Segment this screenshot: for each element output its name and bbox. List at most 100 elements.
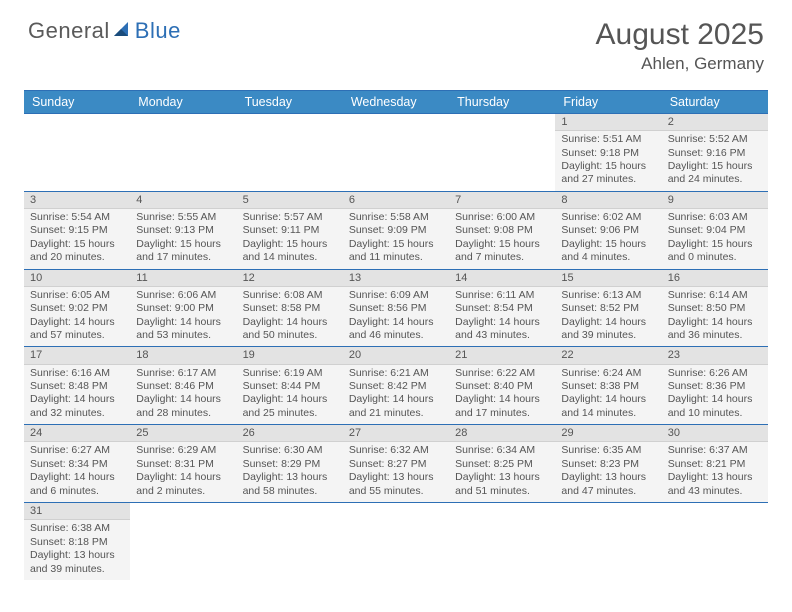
- calendar-week-row: 17Sunrise: 6:16 AMSunset: 8:48 PMDayligh…: [24, 347, 768, 425]
- calendar-cell: 1Sunrise: 5:51 AMSunset: 9:18 PMDaylight…: [555, 114, 661, 191]
- calendar-cell: 9Sunrise: 6:03 AMSunset: 9:04 PMDaylight…: [662, 192, 768, 269]
- calendar-cell: 18Sunrise: 6:17 AMSunset: 8:46 PMDayligh…: [130, 347, 236, 424]
- sunset-text: Sunset: 8:48 PM: [30, 380, 124, 393]
- day-details: Sunrise: 6:27 AMSunset: 8:34 PMDaylight:…: [24, 442, 130, 502]
- brand-part1: General: [28, 18, 110, 44]
- sunset-text: Sunset: 8:21 PM: [668, 458, 762, 471]
- daylight-text: Daylight: 14 hours and 46 minutes.: [349, 316, 443, 343]
- weekday-header: Tuesday: [237, 91, 343, 113]
- calendar-cell-blank: [237, 503, 343, 580]
- sunrise-text: Sunrise: 6:32 AM: [349, 444, 443, 457]
- sunset-text: Sunset: 8:27 PM: [349, 458, 443, 471]
- day-details: Sunrise: 5:51 AMSunset: 9:18 PMDaylight:…: [555, 131, 661, 191]
- weekday-header: Thursday: [449, 91, 555, 113]
- day-details: Sunrise: 6:24 AMSunset: 8:38 PMDaylight:…: [555, 365, 661, 425]
- sunrise-text: Sunrise: 6:22 AM: [455, 367, 549, 380]
- daylight-text: Daylight: 14 hours and 57 minutes.: [30, 316, 124, 343]
- weekday-header-row: SundayMondayTuesdayWednesdayThursdayFrid…: [24, 91, 768, 114]
- day-details: Sunrise: 6:19 AMSunset: 8:44 PMDaylight:…: [237, 365, 343, 425]
- calendar-cell-blank: [449, 114, 555, 191]
- calendar-cell-blank: [449, 503, 555, 580]
- day-number: 16: [662, 270, 768, 287]
- day-number: 26: [237, 425, 343, 442]
- day-number: 20: [343, 347, 449, 364]
- calendar-cell-blank: [130, 503, 236, 580]
- calendar-cell: 11Sunrise: 6:06 AMSunset: 9:00 PMDayligh…: [130, 270, 236, 347]
- daylight-text: Daylight: 15 hours and 0 minutes.: [668, 238, 762, 265]
- calendar-cell: 26Sunrise: 6:30 AMSunset: 8:29 PMDayligh…: [237, 425, 343, 502]
- daylight-text: Daylight: 14 hours and 28 minutes.: [136, 393, 230, 420]
- brand-part2: Blue: [135, 18, 181, 44]
- day-number: 27: [343, 425, 449, 442]
- calendar-cell-blank: [555, 503, 661, 580]
- sunrise-text: Sunrise: 5:55 AM: [136, 211, 230, 224]
- calendar-cell-blank: [343, 114, 449, 191]
- calendar-week-row: 31Sunrise: 6:38 AMSunset: 8:18 PMDayligh…: [24, 503, 768, 580]
- calendar-cell: 27 Sunrise: 6:32 AMSunset: 8:27 PMDayligh…: [343, 425, 449, 502]
- sunset-text: Sunset: 8:40 PM: [455, 380, 549, 393]
- sunset-text: Sunset: 8:36 PM: [668, 380, 762, 393]
- day-details: Sunrise: 6:22 AMSunset: 8:40 PMDaylight:…: [449, 365, 555, 425]
- sunset-text: Sunset: 8:44 PM: [243, 380, 337, 393]
- daylight-text: Daylight: 15 hours and 17 minutes.: [136, 238, 230, 265]
- sunrise-text: Sunrise: 5:54 AM: [30, 211, 124, 224]
- daylight-text: Daylight: 13 hours and 55 minutes.: [349, 471, 443, 498]
- sunrise-text: Sunrise: 6:06 AM: [136, 289, 230, 302]
- daylight-text: Daylight: 14 hours and 21 minutes.: [349, 393, 443, 420]
- daylight-text: Daylight: 15 hours and 14 minutes.: [243, 238, 337, 265]
- weekday-header: Friday: [555, 91, 661, 113]
- calendar-cell: 15Sunrise: 6:13 AMSunset: 8:52 PMDayligh…: [555, 270, 661, 347]
- day-number: 2: [662, 114, 768, 131]
- day-number: 7: [449, 192, 555, 209]
- calendar-cell: 22Sunrise: 6:24 AMSunset: 8:38 PMDayligh…: [555, 347, 661, 424]
- sunrise-text: Sunrise: 6:02 AM: [561, 211, 655, 224]
- day-details: Sunrise: 5:57 AMSunset: 9:11 PMDaylight:…: [237, 209, 343, 269]
- daylight-text: Daylight: 15 hours and 11 minutes.: [349, 238, 443, 265]
- day-number: 30: [662, 425, 768, 442]
- sunrise-text: Sunrise: 6:27 AM: [30, 444, 124, 457]
- calendar-grid: SundayMondayTuesdayWednesdayThursdayFrid…: [24, 90, 768, 580]
- sunrise-text: Sunrise: 6:21 AM: [349, 367, 443, 380]
- day-details: Sunrise: 6:38 AMSunset: 8:18 PMDaylight:…: [24, 520, 130, 580]
- sunset-text: Sunset: 8:52 PM: [561, 302, 655, 315]
- day-details: Sunrise: 5:54 AMSunset: 9:15 PMDaylight:…: [24, 209, 130, 269]
- sunrise-text: Sunrise: 6:11 AM: [455, 289, 549, 302]
- daylight-text: Daylight: 14 hours and 6 minutes.: [30, 471, 124, 498]
- daylight-text: Daylight: 13 hours and 43 minutes.: [668, 471, 762, 498]
- calendar-cell: 25Sunrise: 6:29 AMSunset: 8:31 PMDayligh…: [130, 425, 236, 502]
- day-number: 3: [24, 192, 130, 209]
- calendar-cell: 7Sunrise: 6:00 AMSunset: 9:08 PMDaylight…: [449, 192, 555, 269]
- calendar-cell: 4Sunrise: 5:55 AMSunset: 9:13 PMDaylight…: [130, 192, 236, 269]
- sunset-text: Sunset: 8:23 PM: [561, 458, 655, 471]
- day-number: 28: [449, 425, 555, 442]
- daylight-text: Daylight: 14 hours and 36 minutes.: [668, 316, 762, 343]
- day-number: 14: [449, 270, 555, 287]
- sunset-text: Sunset: 9:02 PM: [30, 302, 124, 315]
- sunrise-text: Sunrise: 6:14 AM: [668, 289, 762, 302]
- title-block: August 2025 Ahlen, Germany: [596, 18, 764, 74]
- calendar-cell: 20Sunrise: 6:21 AMSunset: 8:42 PMDayligh…: [343, 347, 449, 424]
- day-details: Sunrise: 6:09 AMSunset: 8:56 PMDaylight:…: [343, 287, 449, 347]
- daylight-text: Daylight: 13 hours and 58 minutes.: [243, 471, 337, 498]
- day-details: Sunrise: 6:30 AMSunset: 8:29 PMDaylight:…: [237, 442, 343, 502]
- daylight-text: Daylight: 14 hours and 10 minutes.: [668, 393, 762, 420]
- day-number: 11: [130, 270, 236, 287]
- daylight-text: Daylight: 14 hours and 43 minutes.: [455, 316, 549, 343]
- day-number: 12: [237, 270, 343, 287]
- sunset-text: Sunset: 9:06 PM: [561, 224, 655, 237]
- calendar-cell-blank: [130, 114, 236, 191]
- sunrise-text: Sunrise: 6:03 AM: [668, 211, 762, 224]
- sunset-text: Sunset: 8:29 PM: [243, 458, 337, 471]
- month-title: August 2025: [596, 18, 764, 52]
- sunrise-text: Sunrise: 6:13 AM: [561, 289, 655, 302]
- day-number: 21: [449, 347, 555, 364]
- sunset-text: Sunset: 8:54 PM: [455, 302, 549, 315]
- weekday-header: Wednesday: [343, 91, 449, 113]
- sunset-text: Sunset: 9:09 PM: [349, 224, 443, 237]
- calendar-cell: 13Sunrise: 6:09 AMSunset: 8:56 PMDayligh…: [343, 270, 449, 347]
- weekday-header: Saturday: [662, 91, 768, 113]
- day-details: Sunrise: 6:05 AMSunset: 9:02 PMDaylight:…: [24, 287, 130, 347]
- daylight-text: Daylight: 14 hours and 53 minutes.: [136, 316, 230, 343]
- day-details: Sunrise: 6:26 AMSunset: 8:36 PMDaylight:…: [662, 365, 768, 425]
- sunrise-text: Sunrise: 6:24 AM: [561, 367, 655, 380]
